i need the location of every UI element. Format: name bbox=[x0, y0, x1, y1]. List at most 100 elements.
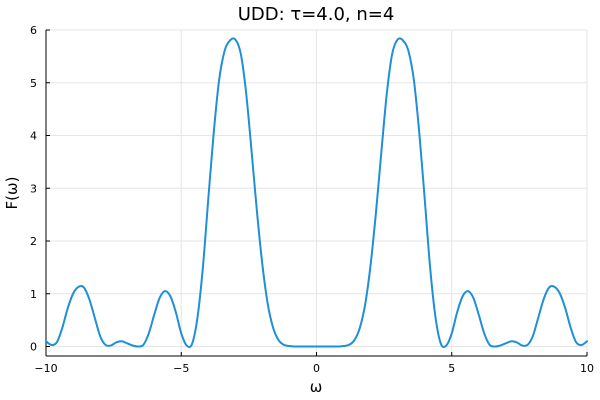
data-point bbox=[88, 298, 90, 300]
x-tick-label: 5 bbox=[448, 362, 455, 375]
x-tick-label: 10 bbox=[580, 362, 594, 375]
data-point bbox=[554, 286, 556, 288]
data-point bbox=[343, 345, 345, 347]
data-point bbox=[175, 311, 177, 313]
data-point bbox=[251, 150, 253, 152]
data-point bbox=[435, 316, 437, 318]
data-point bbox=[494, 346, 496, 348]
data-point bbox=[543, 298, 545, 300]
data-point bbox=[424, 198, 426, 200]
data-point bbox=[256, 211, 258, 213]
data-point bbox=[99, 335, 101, 337]
data-point bbox=[164, 290, 166, 292]
y-tick-label: 0 bbox=[30, 341, 37, 354]
data-point bbox=[50, 344, 52, 346]
data-point bbox=[202, 266, 204, 268]
data-point bbox=[445, 344, 447, 346]
data-point bbox=[153, 314, 155, 316]
data-point bbox=[380, 150, 382, 152]
data-point bbox=[159, 297, 161, 299]
axis-ticks: −10 −5 0 5 10 0 1 2 3 4 5 6 bbox=[30, 24, 594, 375]
data-point bbox=[234, 38, 236, 40]
data-point bbox=[299, 346, 301, 348]
data-point bbox=[462, 295, 464, 297]
data-point bbox=[516, 341, 518, 343]
data-point bbox=[186, 344, 188, 346]
data-point bbox=[294, 346, 296, 348]
data-point bbox=[575, 341, 577, 343]
data-point bbox=[413, 79, 415, 81]
data-point bbox=[359, 327, 361, 329]
data-point bbox=[499, 344, 501, 346]
data-point bbox=[489, 344, 491, 346]
data-point bbox=[121, 340, 123, 342]
data-point bbox=[559, 293, 561, 295]
data-point bbox=[386, 92, 388, 94]
data-point bbox=[332, 346, 334, 348]
data-point bbox=[288, 345, 290, 347]
data-point bbox=[391, 53, 393, 55]
x-axis-label: ω bbox=[310, 378, 323, 396]
data-point bbox=[370, 264, 372, 266]
data-point bbox=[397, 38, 399, 40]
data-point bbox=[305, 346, 307, 348]
data-point bbox=[224, 50, 226, 52]
y-tick-label: 2 bbox=[30, 235, 37, 248]
series-layer bbox=[45, 37, 588, 349]
data-point bbox=[83, 286, 85, 288]
data-point bbox=[245, 92, 247, 94]
data-point bbox=[110, 344, 112, 346]
data-point bbox=[56, 341, 58, 343]
data-point bbox=[526, 344, 528, 346]
data-point bbox=[505, 342, 507, 344]
chart-title: UDD: τ=4.0, n=4 bbox=[238, 4, 395, 25]
data-point bbox=[229, 40, 231, 42]
data-point bbox=[180, 332, 182, 334]
data-point bbox=[283, 344, 285, 346]
data-point bbox=[67, 308, 69, 310]
data-point bbox=[586, 340, 588, 342]
data-point bbox=[348, 344, 350, 346]
data-point bbox=[261, 264, 263, 266]
y-tick-label: 6 bbox=[30, 24, 37, 37]
data-point bbox=[213, 132, 215, 134]
data-point bbox=[196, 316, 198, 318]
data-point bbox=[142, 344, 144, 346]
data-point bbox=[337, 346, 339, 348]
data-point bbox=[45, 340, 47, 342]
data-point bbox=[548, 286, 550, 288]
data-point bbox=[456, 311, 458, 313]
y-tick-label: 4 bbox=[30, 130, 37, 143]
data-point bbox=[316, 346, 318, 348]
data-point bbox=[310, 346, 312, 348]
data-point bbox=[570, 327, 572, 329]
data-point bbox=[418, 132, 420, 134]
series-line-0 bbox=[45, 37, 588, 349]
data-point bbox=[72, 293, 74, 295]
data-point bbox=[148, 332, 150, 334]
y-tick-label: 1 bbox=[30, 288, 37, 301]
grid bbox=[45, 29, 588, 356]
data-point bbox=[364, 303, 366, 305]
data-point bbox=[77, 286, 79, 288]
y-tick-label: 5 bbox=[30, 77, 37, 90]
data-point bbox=[467, 290, 469, 292]
data-point bbox=[353, 339, 355, 341]
data-point bbox=[126, 342, 128, 344]
data-point bbox=[191, 343, 193, 345]
x-tick-label: −5 bbox=[173, 362, 189, 375]
data-point bbox=[115, 341, 117, 343]
data-point bbox=[564, 308, 566, 310]
data-point bbox=[207, 198, 209, 200]
data-point bbox=[132, 344, 134, 346]
data-point bbox=[483, 332, 485, 334]
data-point bbox=[272, 327, 274, 329]
data-point bbox=[581, 344, 583, 346]
data-point bbox=[137, 346, 139, 348]
data-point bbox=[532, 335, 534, 337]
data-point bbox=[240, 53, 242, 55]
data-point bbox=[510, 340, 512, 342]
x-tick-label: 0 bbox=[313, 362, 320, 375]
data-point bbox=[451, 332, 453, 334]
